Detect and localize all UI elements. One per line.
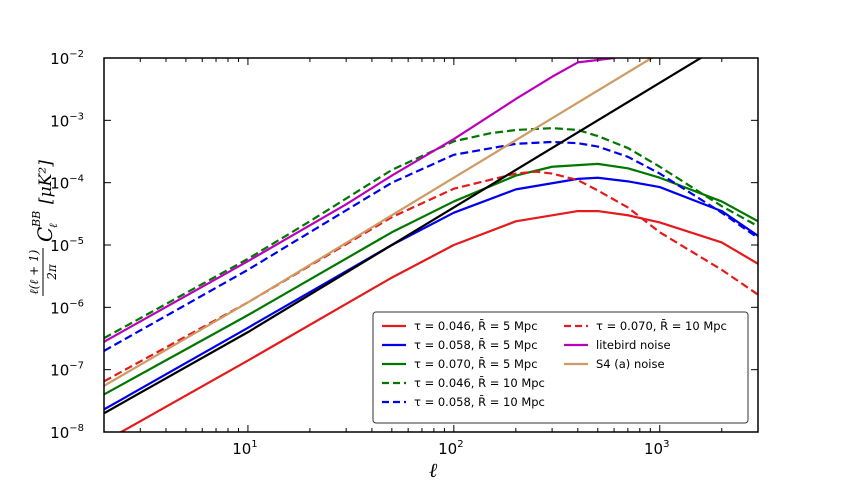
y-tick-label: 10−4: [50, 174, 84, 193]
legend-label: litebird noise: [596, 338, 671, 352]
y-tick-base: 10: [50, 175, 69, 193]
legend-label: τ = 0.046, R̄ = 10 Mpc: [414, 376, 545, 390]
series-line-1: [104, 176, 758, 411]
x-tick-label: 102: [438, 439, 463, 458]
y-tick-label: 10−6: [50, 298, 84, 317]
y-tick-label: 10−7: [50, 361, 84, 380]
x-tick-base: 10: [644, 440, 663, 458]
y-label-subscript: ℓ: [47, 223, 60, 228]
y-tick-base: 10: [50, 424, 69, 442]
y-tick-label: 10−3: [50, 111, 84, 130]
series-line-7: [104, 58, 654, 387]
y-label-superscript: BB: [30, 211, 43, 228]
plot-frame: [103, 57, 759, 433]
y-axis-label: ℓ(ℓ + 1) 2π C BB ℓ [μK²]: [27, 160, 60, 296]
x-tick-label: 103: [644, 439, 669, 458]
y-tick-exp: −8: [69, 423, 84, 434]
y-label-units: [μK²]: [36, 160, 56, 204]
y-tick-label: 10−8: [50, 423, 84, 442]
legend-label: τ = 0.058, R̄ = 10 Mpc: [414, 395, 545, 409]
x-axis-label: ℓ: [429, 458, 438, 482]
legend-label: τ = 0.046, R̄ = 5 Mpc: [414, 319, 538, 333]
legend-label: τ = 0.070, R̄ = 5 Mpc: [414, 357, 538, 371]
series-line-6: [104, 58, 615, 343]
legend-label: τ = 0.058, R̄ = 5 Mpc: [414, 338, 538, 352]
x-tick-base: 10: [232, 440, 251, 458]
y-tick-exp: −2: [69, 49, 84, 60]
y-tick-label: 10−5: [50, 236, 84, 255]
y-label-symbol: C: [33, 227, 57, 242]
series-line-0: [118, 209, 758, 432]
legend-label: S4 (a) noise: [596, 357, 665, 371]
series-line-4: [104, 140, 758, 352]
y-tick-base: 10: [50, 237, 69, 255]
legend-label: τ = 0.070, R̄ = 10 Mpc: [596, 319, 727, 333]
y-tick-exp: −6: [69, 298, 84, 309]
y-tick-label: 10−2: [50, 49, 84, 68]
y-tick-base: 10: [50, 112, 69, 130]
y-tick-exp: −4: [69, 174, 84, 185]
x-tick-base: 10: [438, 440, 457, 458]
y-label-numerator: ℓ(ℓ + 1): [27, 249, 41, 294]
x-tick-label: 101: [232, 439, 257, 458]
x-tick-exp: 2: [457, 439, 463, 450]
legend-box: [372, 311, 749, 424]
x-tick-exp: 1: [251, 439, 257, 450]
y-tick-base: 10: [50, 50, 69, 68]
y-tick-base: 10: [50, 299, 69, 317]
y-tick-exp: −3: [69, 111, 84, 122]
series-line-8: [104, 58, 703, 415]
series-layer: [104, 58, 758, 432]
y-tick-exp: −5: [69, 236, 84, 247]
x-tick-exp: 3: [663, 439, 669, 450]
y-tick-exp: −7: [69, 361, 84, 372]
x-tick-labels: 101 102 103: [232, 439, 669, 458]
y-tick-base: 10: [50, 362, 69, 380]
series-line-5: [104, 170, 758, 383]
y-label-denominator: 2π: [45, 263, 59, 281]
y-tick-labels: 10−810−710−610−510−410−310−2: [50, 49, 84, 442]
legend: τ = 0.046, R̄ = 5 Mpc τ = 0.058, R̄ = 5 M…: [372, 311, 749, 424]
